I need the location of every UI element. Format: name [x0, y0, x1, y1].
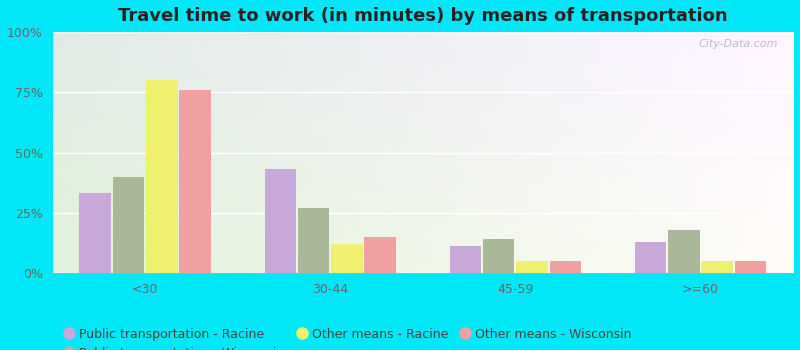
Bar	[450, 246, 481, 273]
Bar	[113, 177, 144, 273]
Bar	[734, 261, 766, 273]
Bar	[668, 230, 699, 273]
Bar	[146, 80, 178, 273]
Bar	[634, 242, 666, 273]
Bar	[516, 261, 548, 273]
Legend: Public transportation - Racine, Public transportation - Wisconsin, Other means -: Public transportation - Racine, Public t…	[58, 323, 637, 350]
Bar	[298, 208, 330, 273]
Bar	[265, 169, 296, 273]
Bar	[179, 90, 211, 273]
Bar	[331, 244, 362, 273]
Bar	[702, 261, 733, 273]
Text: City-Data.com: City-Data.com	[698, 39, 778, 49]
Bar	[365, 237, 396, 273]
Bar	[550, 261, 581, 273]
Title: Travel time to work (in minutes) by means of transportation: Travel time to work (in minutes) by mean…	[118, 7, 728, 25]
Bar	[483, 239, 514, 273]
Bar	[79, 194, 111, 273]
